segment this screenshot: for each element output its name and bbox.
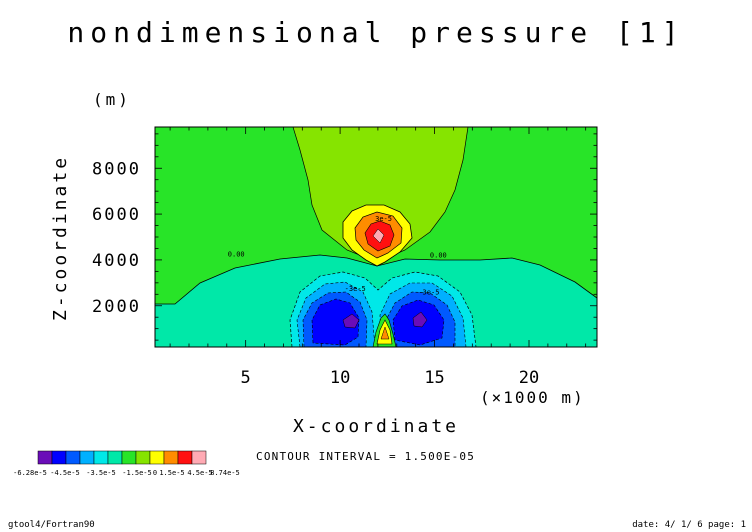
colorbar-swatch <box>51 450 67 465</box>
high-max <box>372 228 385 244</box>
colorbar-swatch <box>191 450 207 465</box>
x-axis-label: X-coordinate <box>293 416 459 437</box>
lobe-left-3 <box>311 298 360 346</box>
contour-label: -3e-5 <box>418 288 439 296</box>
chart-title: nondimensional pressure [1] <box>67 16 684 49</box>
lobe-right-min <box>412 311 428 328</box>
contour-label: 0.00 <box>228 250 245 258</box>
axis-ticks: 5 10 15 20 2000 4000 6000 8000 <box>92 127 597 388</box>
lobe-left-min <box>342 313 360 329</box>
colorbar-label: 0 <box>153 469 157 477</box>
contour-layers <box>155 127 597 347</box>
y-tick-label: 4000 <box>92 251 141 271</box>
colorbar-swatch <box>107 450 123 465</box>
colorbar-label: 1.5e-5 <box>159 469 184 477</box>
colorbar-swatch <box>65 450 81 465</box>
contour-interval-text: CONTOUR INTERVAL = 1.500E-05 <box>256 450 475 463</box>
colorbar-swatch <box>121 450 137 465</box>
contour-label: 3e-5 <box>375 215 392 223</box>
colorbar-swatch <box>177 450 193 465</box>
footer-left: gtool4/Fortran90 <box>8 520 95 530</box>
colorbar-label: 8.74e-5 <box>210 469 240 477</box>
contour-label: -3e-5 <box>345 285 366 293</box>
colorbar-label: 4.5e-5 <box>187 469 212 477</box>
x-tick-label: 10 <box>330 368 350 388</box>
colorbar-swatch <box>149 450 165 465</box>
colorbar-label: -3.5e-5 <box>86 469 116 477</box>
y-tick-label: 2000 <box>92 297 141 317</box>
x-tick-label: 15 <box>424 368 444 388</box>
colorbar: -6.28e-5 -4.5e-5 -3.5e-5 -1.5e-5 0 1.5e-5 4.5e… <box>13 450 240 477</box>
colorbar-swatch <box>37 450 53 465</box>
colorbar-label: -4.5e-5 <box>50 469 80 477</box>
colorbar-label: -1.5e-5 <box>122 469 152 477</box>
colorbar-swatch <box>79 450 95 465</box>
y-tick-label: 8000 <box>92 159 141 179</box>
y-unit-label: (m) <box>93 90 131 109</box>
x-tick-label: 20 <box>519 368 539 388</box>
colorbar-label: -6.28e-5 <box>13 469 47 477</box>
contour-label: 0.00 <box>430 252 447 260</box>
x-tick-label: 5 <box>241 368 251 388</box>
colorbar-swatch <box>163 450 179 465</box>
colorbar-swatch <box>135 450 151 465</box>
colorbar-swatch <box>93 450 109 465</box>
x-unit-label: (×1000 m) <box>480 388 585 407</box>
y-tick-label: 6000 <box>92 205 141 225</box>
footer-right: date: 4/ 1/ 6 page: 1 <box>632 520 746 530</box>
contour-field: 3e-5 0.00 0.00 -3e-5 -3e-5 <box>155 127 597 347</box>
y-axis-label: Z-coordinate <box>50 155 71 321</box>
peak-3 <box>380 326 390 340</box>
